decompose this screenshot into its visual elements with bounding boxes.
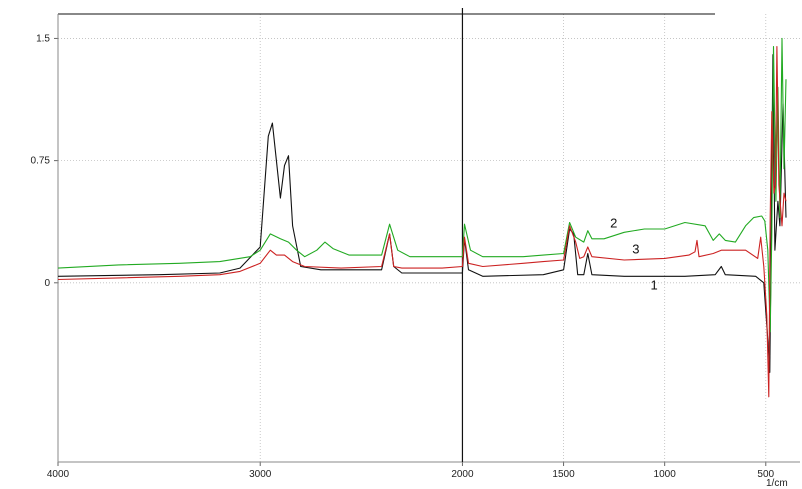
series-label-2: 2 (610, 215, 617, 230)
x-tick-label: 3000 (249, 469, 272, 480)
series-line-3 (58, 47, 786, 397)
x-tick-label: 1000 (654, 469, 677, 480)
series-layer: 1 23 (58, 38, 786, 396)
x-tick-label: 1500 (552, 469, 575, 480)
y-tick-label: 0 (44, 278, 50, 289)
x-axis-label: 1/cm (766, 478, 788, 489)
series-line-2 (58, 38, 786, 331)
series-label-1: 1 (651, 277, 658, 292)
series-line-1 (58, 55, 786, 373)
series-label-3: 3 (632, 241, 639, 256)
grid-lines (54, 14, 800, 466)
y-tick-label: 0.75 (31, 156, 51, 167)
y-tick-label: 1.5 (36, 33, 50, 44)
x-tick-label: 2000 (451, 469, 474, 480)
x-tick-label: 4000 (47, 469, 70, 480)
